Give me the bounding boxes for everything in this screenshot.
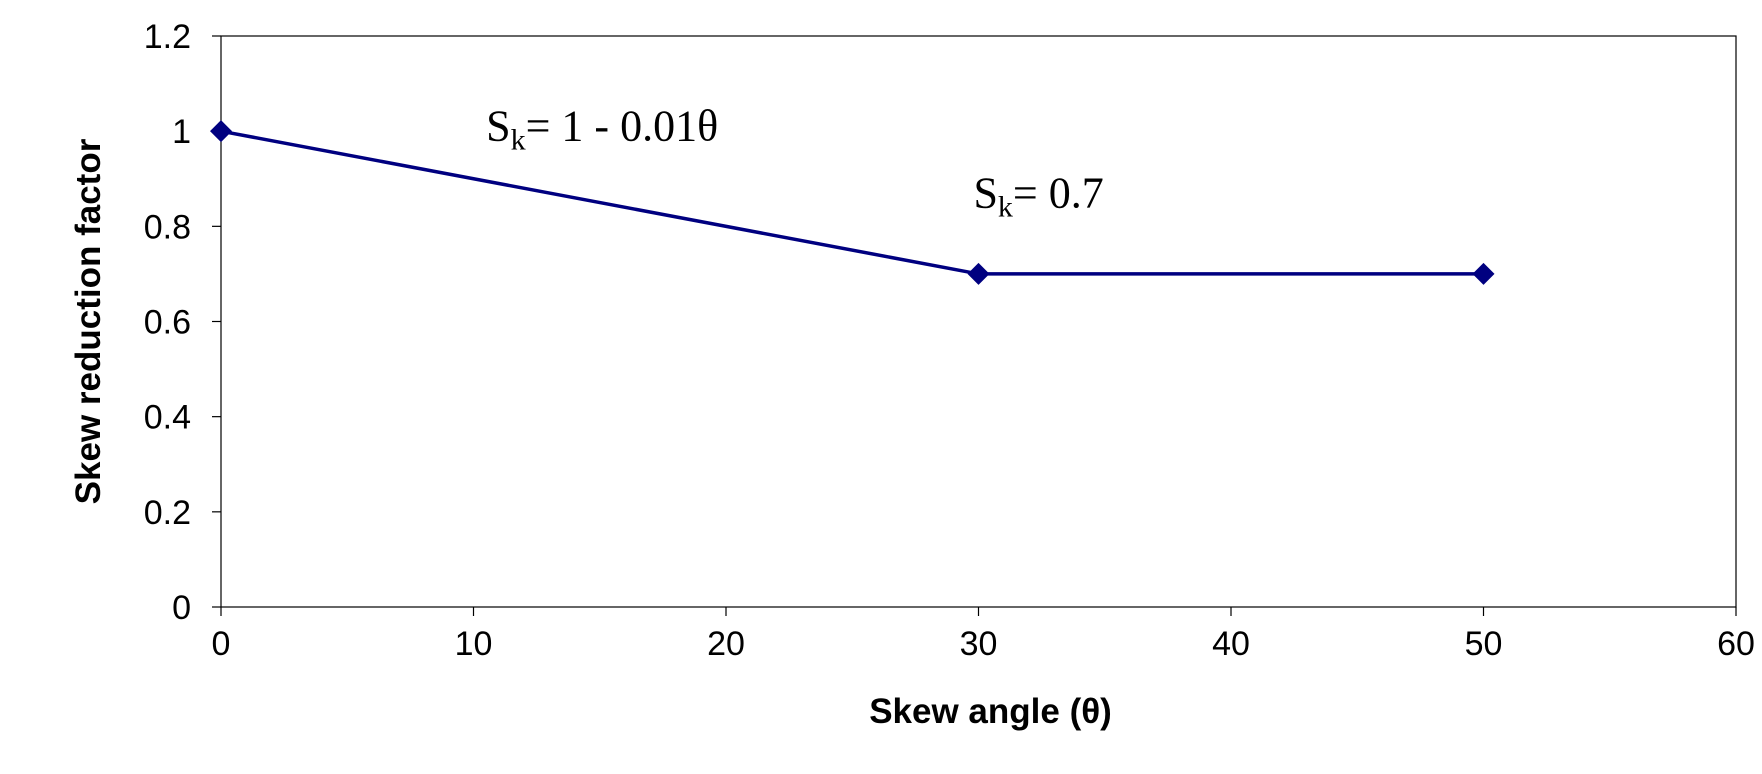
x-tick-label: 10 bbox=[455, 625, 493, 663]
x-tick-label: 0 bbox=[212, 625, 231, 663]
x-tick-label: 20 bbox=[707, 625, 745, 663]
y-tick-label: 0.8 bbox=[144, 208, 191, 246]
x-tick-label: 60 bbox=[1717, 625, 1755, 663]
y-tick-label: 1 bbox=[172, 113, 191, 151]
equation-annotation-linear: Sk= 1 - 0.01θ bbox=[486, 102, 718, 157]
equation-annotation-constant: Sk= 0.7 bbox=[973, 168, 1103, 223]
x-tick-label: 40 bbox=[1212, 625, 1250, 663]
series-line bbox=[220, 129, 1484, 276]
y-tick-label: 0.6 bbox=[144, 304, 191, 342]
x-tick-label: 50 bbox=[1465, 625, 1503, 663]
y-axis-title: Skew reduction factor bbox=[69, 138, 108, 504]
y-tick-label: 0.2 bbox=[144, 494, 191, 532]
x-tick-label: 30 bbox=[960, 625, 998, 663]
plot-area: 0 10 20 30 40 50 60 0 0.2 0.4 0.6 0.8 1 1.2 Sk= 1 - 0.… bbox=[144, 18, 1755, 663]
data-point-marker bbox=[210, 120, 232, 143]
x-axis-title: Skew angle (θ) bbox=[869, 692, 1112, 731]
y-tick-label: 1.2 bbox=[144, 18, 191, 56]
data-point-marker bbox=[1472, 262, 1495, 285]
annotation-background bbox=[472, 100, 783, 167]
data-point-marker bbox=[967, 262, 990, 285]
y-tick-label: 0 bbox=[172, 589, 191, 627]
plot-frame bbox=[220, 35, 1737, 608]
y-tick-label: 0.4 bbox=[144, 399, 191, 437]
